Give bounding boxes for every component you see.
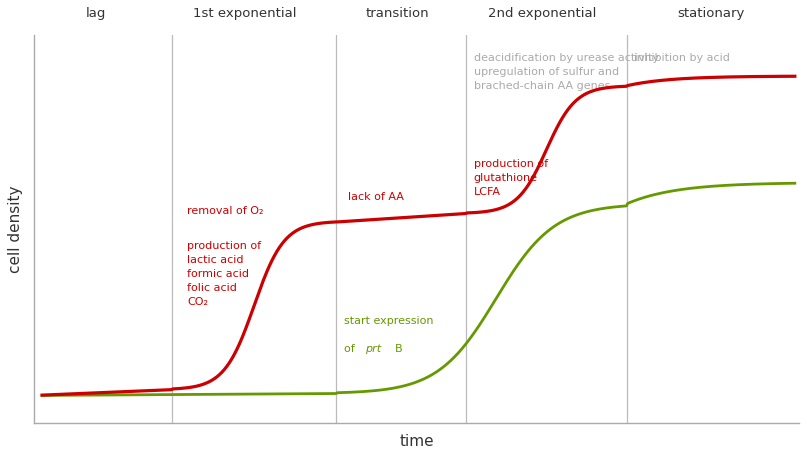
- Text: lag: lag: [86, 7, 106, 20]
- Y-axis label: cell density: cell density: [8, 185, 23, 273]
- Text: stationary: stationary: [677, 7, 745, 20]
- Text: 1st exponential: 1st exponential: [193, 7, 296, 20]
- Text: start expression: start expression: [344, 316, 433, 326]
- Text: 2nd exponential: 2nd exponential: [488, 7, 597, 20]
- Text: B: B: [395, 344, 402, 354]
- X-axis label: time: time: [399, 434, 434, 449]
- Text: production of
glutathione
LCFA: production of glutathione LCFA: [474, 159, 548, 197]
- Text: prt: prt: [366, 344, 382, 354]
- Text: inhibition by acid: inhibition by acid: [634, 53, 730, 63]
- Text: lack of AA: lack of AA: [348, 192, 404, 202]
- Text: deacidification by urease activity
upregulation of sulfur and
brached-chain AA g: deacidification by urease activity upreg…: [474, 53, 659, 91]
- Text: transition: transition: [366, 7, 429, 20]
- Text: of: of: [344, 344, 358, 354]
- Text: removal of O₂: removal of O₂: [187, 206, 264, 216]
- Text: production of
lactic acid
formic acid
folic acid
CO₂: production of lactic acid formic acid fo…: [187, 240, 261, 307]
